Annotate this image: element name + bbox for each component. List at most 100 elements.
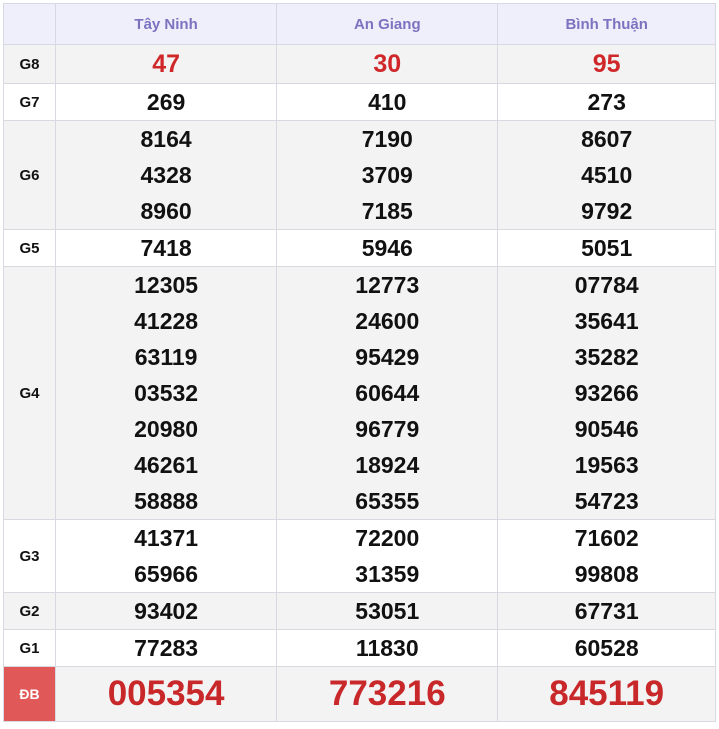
prize-cell: 67731	[497, 592, 716, 630]
prize-number: 410	[368, 89, 407, 115]
prize-cell: 30	[276, 44, 499, 84]
prize-number: 19563	[574, 452, 639, 478]
prize-cell: 77283	[54, 629, 278, 667]
prize-number: 46261	[134, 452, 199, 478]
prize-cell: 47	[54, 44, 278, 84]
prize-number: 93266	[574, 380, 639, 406]
prize-row-g7: G7 269 410 273	[3, 83, 716, 121]
prize-row-g3: G3 41371 65966 72200 31359 71602 99808	[3, 519, 716, 593]
prize-cell: 7418	[54, 229, 278, 267]
prize-row-đb: ĐB 005354 773216 845119	[3, 666, 716, 722]
prize-number: 7185	[361, 198, 413, 224]
prize-number: 03532	[134, 380, 199, 406]
prize-cell: 773216	[276, 666, 499, 722]
prize-row-g4: G4 12305 41228 63119 03532 20980 46261 58888 127…	[3, 266, 716, 520]
prize-number: 18924	[355, 452, 420, 478]
prize-cell: 71602 99808	[497, 519, 716, 593]
prize-number: 20980	[134, 416, 199, 442]
prize-number: 4328	[140, 162, 192, 188]
prize-number: 95	[592, 50, 621, 78]
prize-number: 47	[152, 50, 180, 78]
prize-number: 99808	[574, 561, 639, 587]
prize-label: G5	[3, 229, 56, 267]
prize-number: 12305	[134, 272, 199, 298]
prize-label: G1	[3, 629, 56, 667]
prize-row-g2: G2 93402 53051 67731	[3, 592, 716, 630]
prize-label: G3	[3, 519, 56, 593]
prize-number: 845119	[549, 674, 665, 713]
prize-label: G7	[3, 83, 56, 121]
prize-cell: 005354	[54, 666, 278, 722]
prize-number: 35641	[574, 308, 639, 334]
prize-row-g6: G6 8164 4328 8960 7190 3709 7185 8607 4510 9792	[3, 120, 716, 230]
prize-label: ĐB	[3, 666, 56, 722]
prize-cell: 95	[497, 44, 716, 84]
prize-number: 7190	[361, 126, 413, 152]
prize-number: 63119	[134, 344, 198, 370]
prize-cell: 60528	[497, 629, 716, 667]
prize-row-g8: G8 47 30 95	[3, 44, 716, 84]
prize-number: 24600	[355, 308, 420, 334]
prize-number: 65966	[134, 561, 199, 587]
prize-cell: 07784 35641 35282 93266 90546 19563 54723	[497, 266, 716, 520]
prize-cell: 7190 3709 7185	[276, 120, 499, 230]
prize-number: 9792	[581, 198, 633, 224]
prize-number: 273	[587, 89, 626, 115]
province-header[interactable]: Bình Thuận	[497, 3, 716, 45]
prize-number: 30	[373, 50, 402, 78]
prize-number: 54723	[574, 488, 639, 514]
prize-cell: 12305 41228 63119 03532 20980 46261 58888	[54, 266, 278, 520]
prize-number: 96779	[355, 416, 420, 442]
prize-number: 41228	[134, 308, 199, 334]
prize-cell: 12773 24600 95429 60644 96779 18924 65355	[276, 266, 499, 520]
header-row: Tây Ninh An Giang Bình Thuận	[3, 3, 716, 45]
prize-number: 7418	[140, 235, 192, 261]
prize-cell: 41371 65966	[54, 519, 278, 593]
prize-label: G2	[3, 592, 56, 630]
prize-cell: 11830	[276, 629, 499, 667]
prize-number: 8607	[581, 126, 633, 152]
prize-number: 93402	[134, 598, 199, 624]
prize-number: 005354	[107, 674, 225, 713]
prize-cell: 269	[54, 83, 278, 121]
prize-number: 41371	[134, 525, 199, 551]
prize-number: 269	[146, 89, 186, 115]
prize-cell: 72200 31359	[276, 519, 499, 593]
prize-label: G8	[3, 44, 56, 84]
prize-number: 60528	[574, 635, 639, 661]
prize-cell: 273	[497, 83, 716, 121]
province-header[interactable]: An Giang	[276, 3, 499, 45]
prize-cell: 845119	[497, 666, 716, 722]
prize-number: 35282	[574, 344, 639, 370]
prize-number: 72200	[355, 525, 420, 551]
prize-cell: 8607 4510 9792	[497, 120, 716, 230]
province-header[interactable]: Tây Ninh	[54, 3, 278, 45]
prize-number: 773216	[328, 674, 446, 713]
prize-number: 5051	[581, 235, 633, 261]
prize-number: 5946	[361, 235, 413, 261]
prize-number: 95429	[355, 344, 420, 370]
prize-number: 07784	[574, 272, 639, 298]
prize-number: 31359	[355, 561, 420, 587]
prize-cell: 410	[276, 83, 499, 121]
prize-number: 3709	[361, 162, 413, 188]
prize-number: 60644	[355, 380, 420, 406]
prize-number: 77283	[134, 635, 199, 661]
prize-number: 58888	[134, 488, 199, 514]
prize-number: 11830	[355, 635, 419, 661]
prize-cell: 5946	[276, 229, 499, 267]
prize-cell: 8164 4328 8960	[54, 120, 278, 230]
prize-cell: 5051	[497, 229, 716, 267]
prize-number: 67731	[574, 598, 639, 624]
prize-number: 90546	[574, 416, 639, 442]
prize-label: G4	[3, 266, 56, 520]
prize-row-g1: G1 77283 11830 60528	[3, 629, 716, 667]
prize-row-g5: G5 7418 5946 5051	[3, 229, 716, 267]
prize-cell: 53051	[276, 592, 499, 630]
prize-cell: 93402	[54, 592, 278, 630]
prize-label: G6	[3, 120, 56, 230]
header-corner	[3, 3, 56, 45]
prize-number: 65355	[355, 488, 420, 514]
prize-number: 4510	[581, 162, 633, 188]
prize-number: 53051	[355, 598, 420, 624]
